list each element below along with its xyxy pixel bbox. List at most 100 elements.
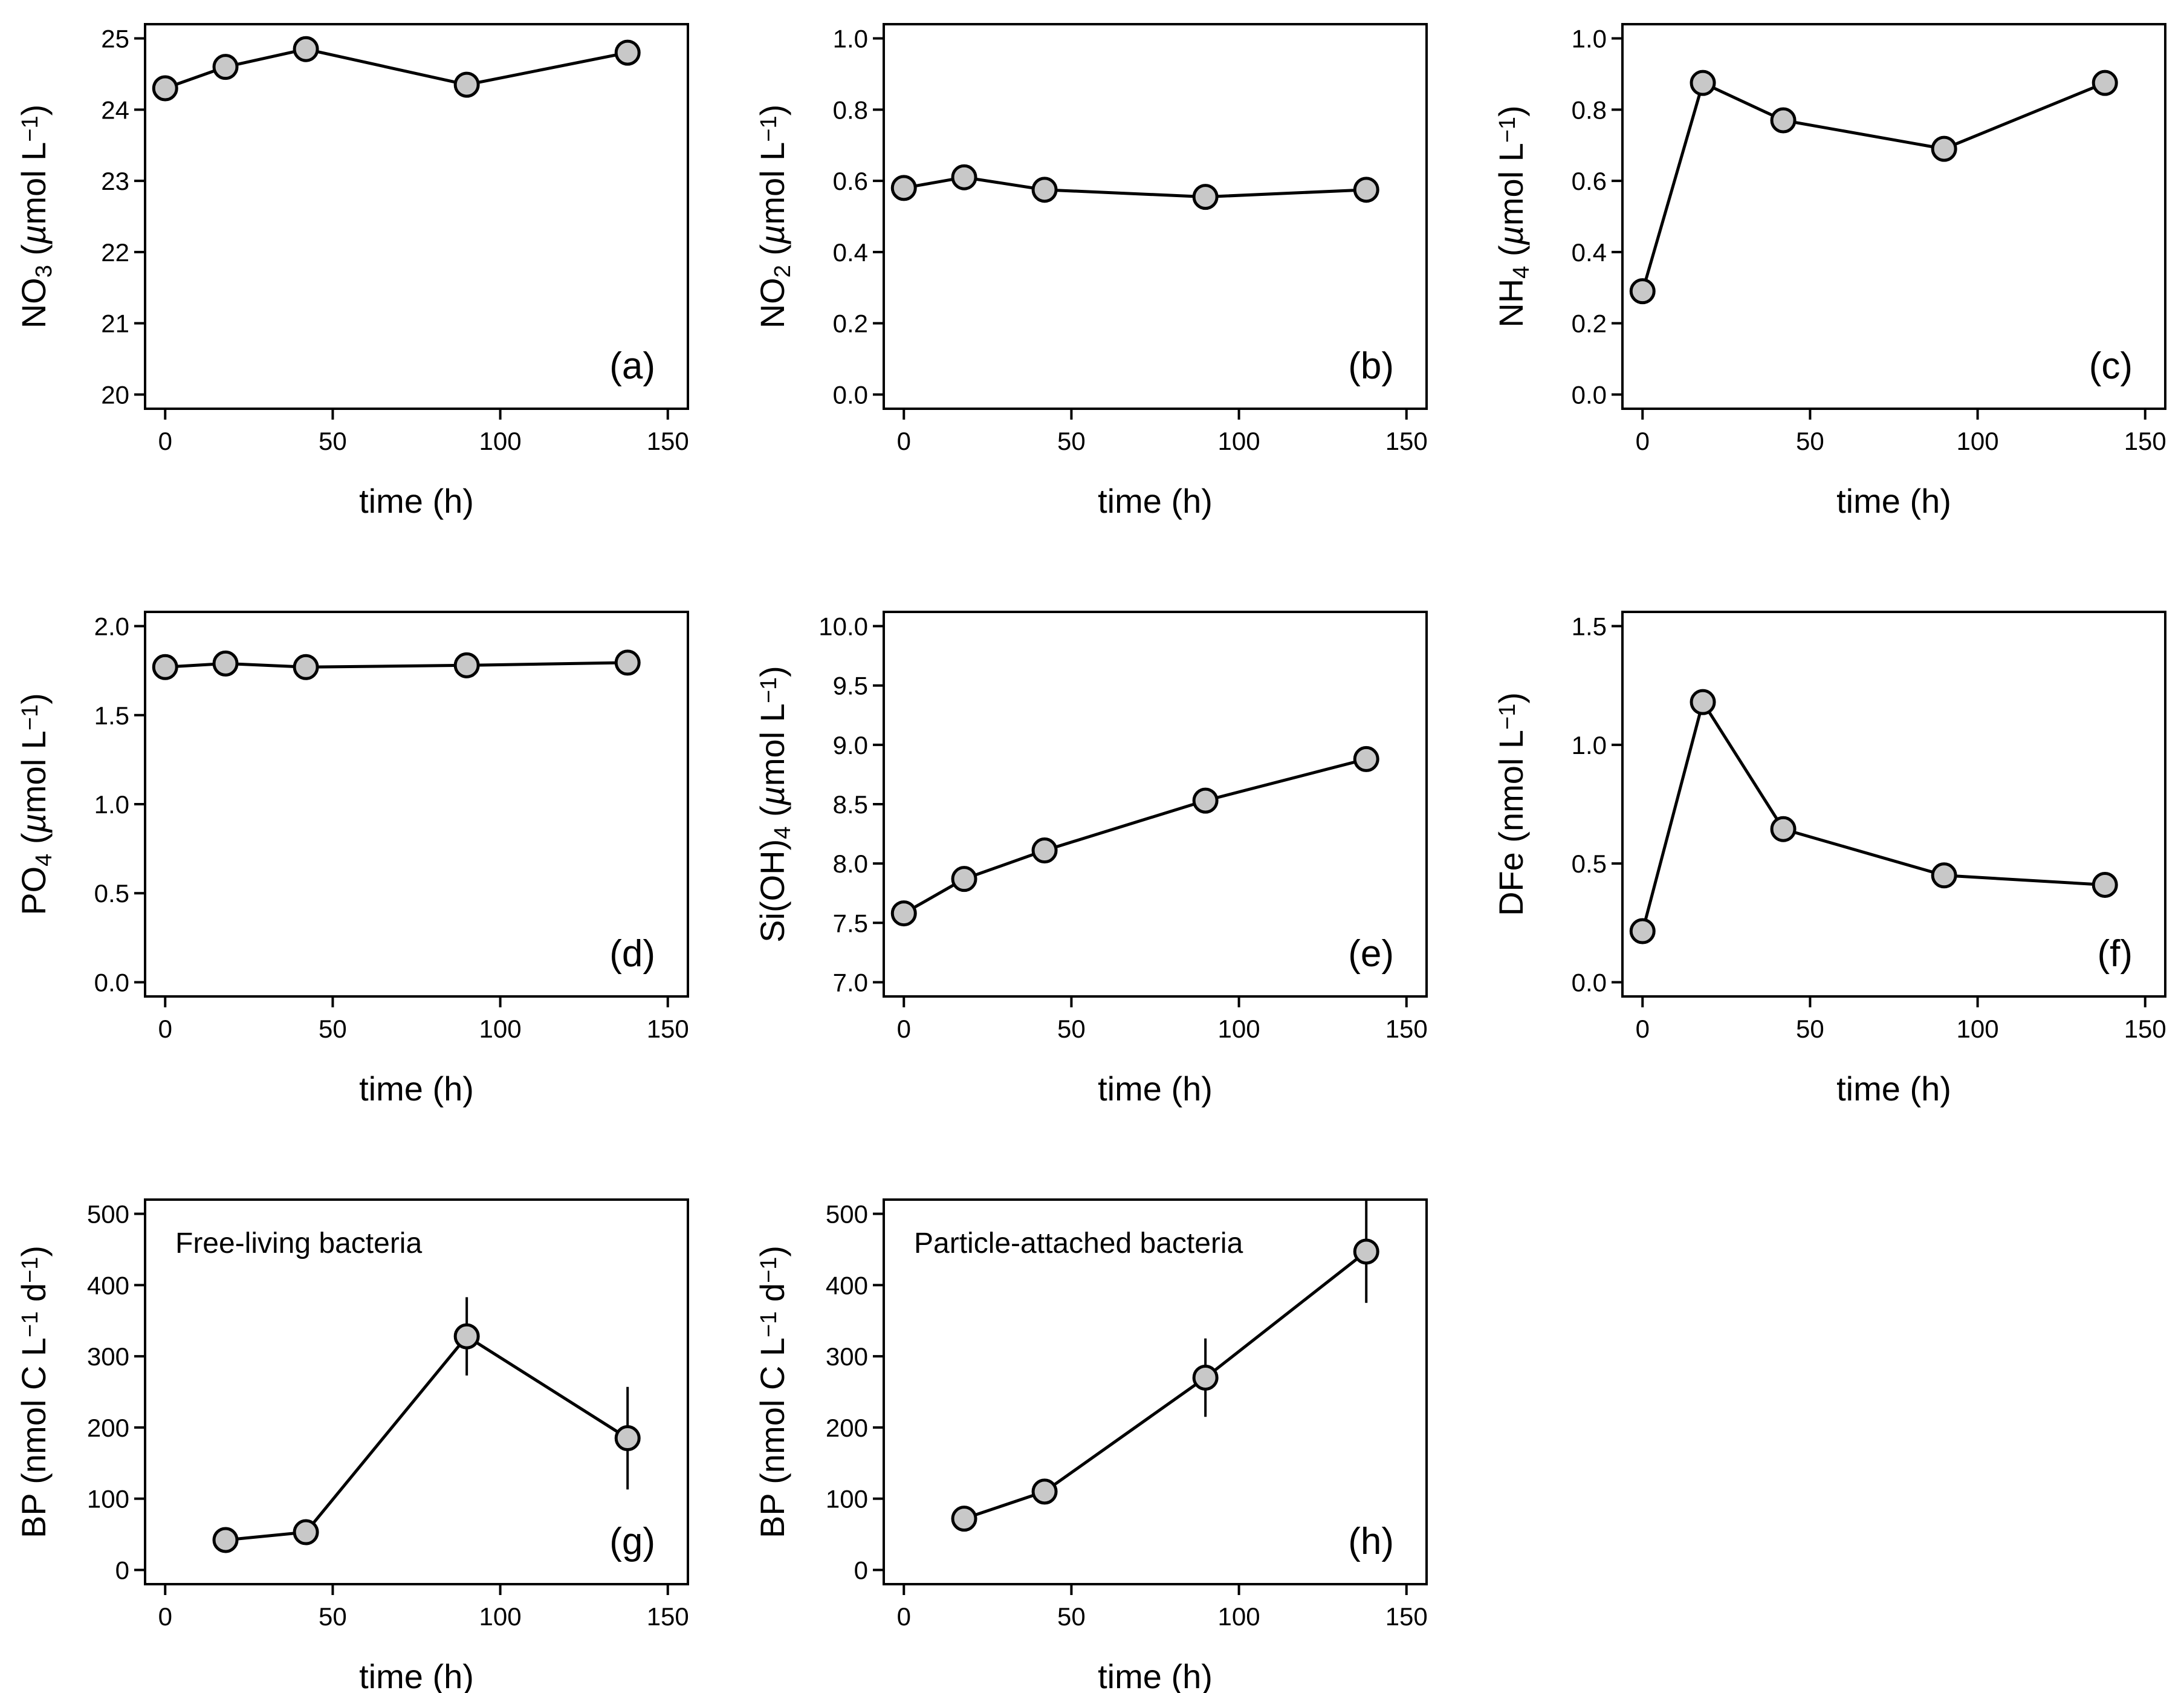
y-title-unit-tail: L [15,142,53,171]
y-title-variable: NO [15,278,53,328]
y-title-subscript: 3 [31,265,57,278]
data-point [951,866,977,892]
y-tick-label: 0.2 [833,310,868,338]
y-axis-title: NO2 (µmol L−1) [753,105,796,329]
y-tick-label: 0.0 [94,968,129,996]
y-title-variable: Si(OH) [753,839,791,943]
y-title-variable: DFe [1492,852,1530,916]
y-title-superscript: −1 [756,677,782,703]
y-tick-label: 9.5 [833,672,868,700]
x-tick-label: 150 [647,1015,689,1043]
y-title-close-paren: ) [15,105,53,116]
data-point [152,75,178,102]
data-point [1353,746,1379,772]
y-title-open-paren: ( [1492,831,1530,853]
panel-e: 0 50 100 150 7.0 7.5 8.0 8.5 9.0 9.5 10.0 time (h) S… [753,611,1428,1108]
y-tick-label: 0.4 [833,238,868,267]
data-point [1192,787,1219,814]
x-axis-title: time (h) [359,482,474,520]
y-tick-label: 300 [87,1342,129,1371]
y-title-variable: NH [1492,279,1530,328]
data-point [1031,837,1058,864]
panel-label: (h) [1348,1521,1394,1562]
y-tick-label: 23 [101,167,129,195]
x-tick-label: 50 [1057,1602,1086,1631]
x-tick-label: 150 [1385,1015,1428,1043]
series-line [1641,80,2106,292]
x-tick-label: 50 [1057,427,1086,455]
panel-f: 0 50 100 150 0.0 0.5 1.0 1.5 time (h) DFe (nmol L… [1492,611,2166,1108]
y-axis-title: BP (nmol C L−1 d−1) [753,1246,791,1538]
y-title-micro: µ [15,225,53,245]
x-tick-label: 0 [897,1015,911,1043]
y-tick-label: 1.0 [94,790,129,819]
x-tick-label: 0 [158,427,172,455]
y-title-micro: µ [753,225,791,245]
data-point [614,39,641,66]
y-title-micro: µ [753,786,791,806]
data-point [453,1323,480,1350]
data-point [1931,135,1957,162]
y-tick-label: 25 [101,25,129,53]
y-title-subscript: 4 [770,827,796,839]
y-title-close-paren: ) [1492,692,1530,704]
panel-a: 0 50 100 150 20 21 22 23 24 25 time (h) NO3 (µmol L… [15,23,689,520]
panel-b: 0 50 100 150 0.0 0.2 0.4 0.6 0.8 1.0 time (h) NO2 (… [753,23,1428,520]
y-title-superscript: −1 [18,704,43,730]
y-title-superscript: −1 [18,115,43,141]
y-tick-label: 100 [87,1485,129,1513]
data-point [293,1519,319,1545]
y-tick-label: 1.0 [833,25,868,53]
y-tick-label: 7.5 [833,909,868,937]
data-point [152,654,178,680]
panel-d: 0 50 100 150 0.0 0.5 1.0 1.5 2.0 time (h) PO4 (µmo… [15,611,689,1108]
y-title-close-paren: ) [753,1246,791,1257]
y-tick-label: 0.0 [833,380,868,409]
data-point [293,654,319,680]
y-title-unit: mol [753,170,791,224]
x-axis-title: time (h) [359,1070,474,1108]
x-tick-label: 50 [1796,427,1824,455]
x-axis-title: time (h) [1836,482,1951,520]
panel-label: (a) [609,345,655,387]
data-point [1629,918,1656,944]
y-tick-label: 400 [826,1271,868,1299]
data-point [293,36,319,62]
plot-frame [1621,611,2166,998]
series-line [225,1334,629,1542]
panel-c: 0 50 100 150 0.0 0.2 0.4 0.6 0.8 1.0 time (h) NH4 (… [1492,23,2166,520]
y-tick-label: 7.0 [833,968,868,996]
y-title-unit: mol [15,170,53,224]
x-tick-label: 100 [479,1015,522,1043]
y-title-unit: nmol C [15,1366,53,1473]
x-tick-label: 100 [1218,427,1260,455]
data-point [1931,862,1957,889]
y-title-open-paren: ( [1492,245,1530,266]
plot-frame [1621,23,2166,410]
y-tick-label: 0.2 [1572,310,1607,338]
y-tick-label: 0.4 [1572,238,1607,267]
x-tick-label: 50 [1796,1015,1824,1043]
x-tick-label: 50 [319,1602,347,1631]
y-title-variable: BP [15,1493,53,1538]
y-title-open-paren: ( [753,244,791,265]
data-point [1690,70,1716,96]
panel-annotation: Particle-attached bacteria [914,1227,1243,1259]
y-tick-label: 24 [101,96,129,124]
y-axis-title: PO4 (µmol L−1) [15,693,57,915]
data-point [1629,278,1656,305]
y-title-superscript-2: −1 [756,1257,782,1283]
y-tick-label: 300 [826,1342,868,1371]
y-tick-label: 9.0 [833,731,868,759]
y-title-subscript: 4 [31,854,57,866]
plot-frame [144,23,689,410]
y-tick-label: 400 [87,1271,129,1299]
x-tick-label: 50 [319,1015,347,1043]
x-tick-label: 100 [1218,1602,1260,1631]
y-tick-label: 8.0 [833,850,868,878]
y-tick-label: 0.8 [1572,96,1607,124]
data-point [453,652,480,678]
y-title-unit-tail: L [753,142,791,171]
x-tick-label: 150 [1385,427,1428,455]
